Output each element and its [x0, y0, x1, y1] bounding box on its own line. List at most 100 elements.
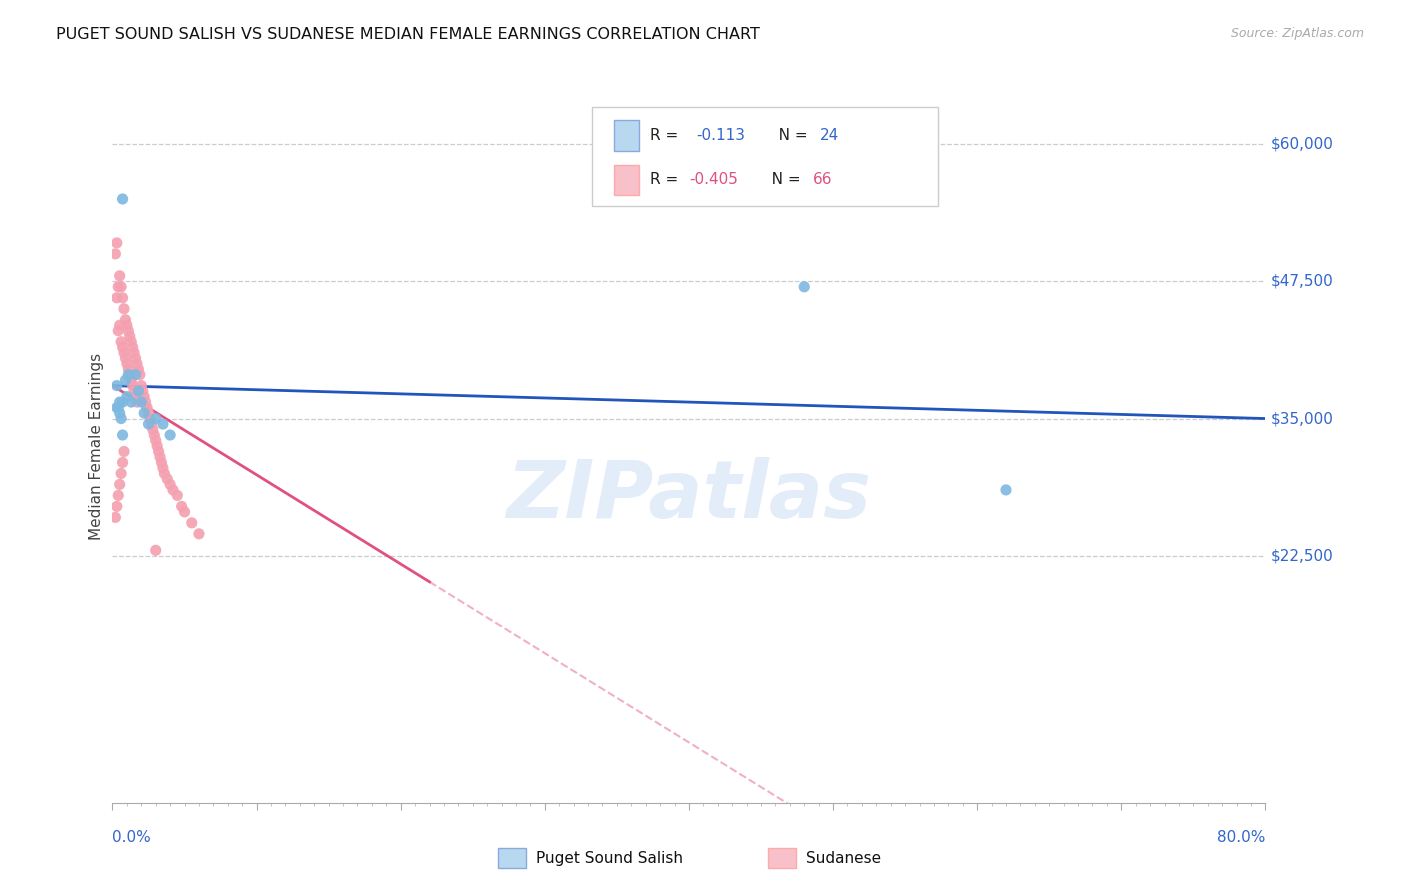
- Point: [134, 406, 156, 420]
- Point: [105, 378, 128, 392]
- Point: [110, 280, 132, 294]
- Text: 66: 66: [813, 172, 832, 187]
- Point: [139, 411, 162, 425]
- Point: [111, 428, 134, 442]
- Point: [156, 472, 179, 486]
- Point: [180, 516, 202, 530]
- Point: [107, 324, 129, 338]
- Point: [107, 488, 129, 502]
- Point: [112, 444, 135, 458]
- Text: $60,000: $60,000: [1271, 136, 1334, 152]
- Point: [111, 192, 134, 206]
- Point: [120, 373, 142, 387]
- Point: [115, 357, 138, 371]
- Point: [188, 526, 211, 541]
- Point: [111, 455, 134, 469]
- Point: [114, 373, 136, 387]
- Point: [117, 368, 139, 382]
- Point: [122, 384, 145, 398]
- Point: [148, 444, 170, 458]
- Point: [134, 390, 156, 404]
- Point: [121, 378, 143, 392]
- Point: [104, 510, 127, 524]
- Point: [112, 345, 135, 359]
- Text: PUGET SOUND SALISH VS SUDANESE MEDIAN FEMALE EARNINGS CORRELATION CHART: PUGET SOUND SALISH VS SUDANESE MEDIAN FE…: [56, 27, 761, 42]
- Point: [145, 543, 167, 558]
- Point: [118, 368, 141, 382]
- Point: [170, 500, 193, 514]
- Text: $35,000: $35,000: [1271, 411, 1334, 426]
- Point: [127, 384, 149, 398]
- Text: ZIPatlas: ZIPatlas: [506, 457, 872, 535]
- Point: [111, 291, 134, 305]
- Point: [129, 378, 153, 392]
- Point: [112, 301, 135, 316]
- Point: [153, 467, 176, 481]
- Point: [141, 417, 163, 431]
- Text: Sudanese: Sudanese: [806, 851, 880, 865]
- Point: [145, 411, 167, 425]
- Point: [138, 417, 160, 431]
- Text: N =: N =: [763, 128, 813, 144]
- Point: [152, 461, 174, 475]
- Point: [142, 423, 165, 437]
- Point: [104, 247, 127, 261]
- Point: [150, 455, 173, 469]
- Point: [105, 235, 128, 250]
- Text: N =: N =: [756, 172, 806, 187]
- Point: [149, 450, 172, 464]
- Point: [173, 505, 195, 519]
- Point: [117, 362, 139, 376]
- Text: R =: R =: [650, 128, 688, 144]
- Point: [105, 500, 128, 514]
- Point: [108, 268, 131, 283]
- Point: [129, 395, 153, 409]
- Point: [132, 384, 155, 398]
- Point: [110, 467, 132, 481]
- Point: [114, 312, 136, 326]
- Point: [145, 434, 167, 448]
- Text: R =: R =: [650, 172, 683, 187]
- Point: [115, 318, 138, 333]
- Point: [136, 401, 159, 415]
- Point: [138, 406, 160, 420]
- Point: [125, 357, 148, 371]
- Point: [143, 428, 166, 442]
- Point: [159, 428, 181, 442]
- Point: [128, 368, 150, 382]
- Point: [110, 411, 132, 425]
- Point: [105, 401, 128, 415]
- Point: [159, 477, 181, 491]
- Point: [166, 488, 188, 502]
- Point: [122, 345, 145, 359]
- Point: [124, 390, 146, 404]
- Text: Source: ZipAtlas.com: Source: ZipAtlas.com: [1230, 27, 1364, 40]
- Text: Puget Sound Salish: Puget Sound Salish: [536, 851, 683, 865]
- Point: [108, 395, 131, 409]
- Text: -0.405: -0.405: [689, 172, 738, 187]
- Point: [146, 439, 169, 453]
- Point: [162, 483, 184, 497]
- Point: [111, 395, 134, 409]
- Point: [107, 280, 129, 294]
- Point: [127, 362, 149, 376]
- Point: [121, 340, 143, 354]
- Point: [793, 280, 815, 294]
- Text: 24: 24: [820, 128, 839, 144]
- Point: [120, 395, 142, 409]
- Text: 0.0%: 0.0%: [112, 830, 152, 845]
- Point: [117, 324, 139, 338]
- Y-axis label: Median Female Earnings: Median Female Earnings: [89, 352, 104, 540]
- Point: [108, 477, 131, 491]
- Point: [107, 401, 129, 415]
- Point: [108, 318, 131, 333]
- Point: [110, 334, 132, 349]
- Point: [135, 395, 157, 409]
- Point: [105, 291, 128, 305]
- Point: [124, 368, 146, 382]
- Text: -0.113: -0.113: [696, 128, 745, 144]
- Text: 80.0%: 80.0%: [1218, 830, 1265, 845]
- Text: $47,500: $47,500: [1271, 274, 1334, 289]
- Point: [118, 329, 141, 343]
- Point: [120, 334, 142, 349]
